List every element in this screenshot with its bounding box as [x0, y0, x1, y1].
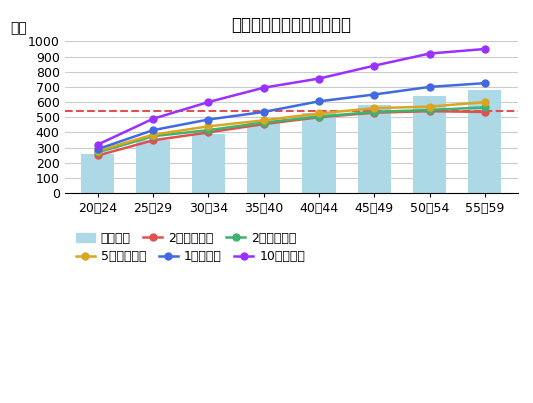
Bar: [468, 90, 502, 193]
2千万円未満: [316, 115, 322, 120]
Line: 2千万円未満: 2千万円未満: [94, 108, 488, 159]
10億円以上: [316, 76, 322, 81]
5千万円以上: [316, 111, 322, 116]
10億円以上: [205, 100, 212, 104]
5千万円以上: [371, 106, 377, 110]
2千万円未満: [371, 110, 377, 115]
2千万円以上: [482, 105, 488, 110]
Bar: [247, 122, 280, 193]
1億円以上: [205, 117, 212, 122]
Bar: [358, 105, 391, 193]
2千万円未満: [261, 122, 267, 127]
2千万円以上: [316, 114, 322, 119]
Bar: [413, 96, 446, 193]
10億円以上: [261, 85, 267, 90]
1億円以上: [261, 110, 267, 114]
2千万円未満: [426, 109, 433, 114]
Title: 資本金別平均年収（男性）: 資本金別平均年収（男性）: [231, 16, 351, 34]
5千万円以上: [482, 100, 488, 104]
2千万円未満: [205, 130, 212, 135]
Line: 2千万円以上: 2千万円以上: [94, 104, 488, 156]
Line: 5千万円以上: 5千万円以上: [94, 99, 488, 154]
10億円以上: [150, 116, 156, 121]
Legend: 5千万円以上, 1億円以上, 10億円以上: 5千万円以上, 1億円以上, 10億円以上: [71, 245, 310, 268]
Bar: [302, 113, 335, 193]
5千万円以上: [261, 118, 267, 123]
10億円以上: [482, 47, 488, 52]
2千万円以上: [150, 134, 156, 139]
1億円以上: [316, 99, 322, 104]
1億円以上: [94, 147, 101, 152]
2千万円未満: [94, 153, 101, 158]
2千万円以上: [371, 110, 377, 114]
Line: 10億円以上: 10億円以上: [94, 46, 488, 148]
2千万円未満: [150, 138, 156, 143]
Line: 1億円以上: 1億円以上: [94, 80, 488, 153]
10億円以上: [371, 63, 377, 68]
5千万円以上: [150, 132, 156, 137]
10億円以上: [426, 51, 433, 56]
2千万円以上: [205, 128, 212, 133]
Text: sincerité: sincerité: [407, 370, 467, 384]
Bar: [192, 134, 225, 193]
5千万円以上: [94, 149, 101, 154]
1億円以上: [426, 85, 433, 89]
Bar: [81, 154, 115, 193]
1億円以上: [371, 92, 377, 97]
10億円以上: [94, 142, 101, 147]
Text: 万円: 万円: [10, 21, 27, 35]
2千万円以上: [426, 108, 433, 112]
2千万円以上: [94, 150, 101, 155]
Bar: [136, 140, 169, 193]
Text: A O Y A M A: A O Y A M A: [418, 389, 456, 394]
1億円以上: [482, 81, 488, 85]
2千万円未満: [482, 110, 488, 114]
5千万円以上: [426, 104, 433, 109]
1億円以上: [150, 128, 156, 133]
2千万円以上: [261, 120, 267, 125]
5千万円以上: [205, 124, 212, 129]
